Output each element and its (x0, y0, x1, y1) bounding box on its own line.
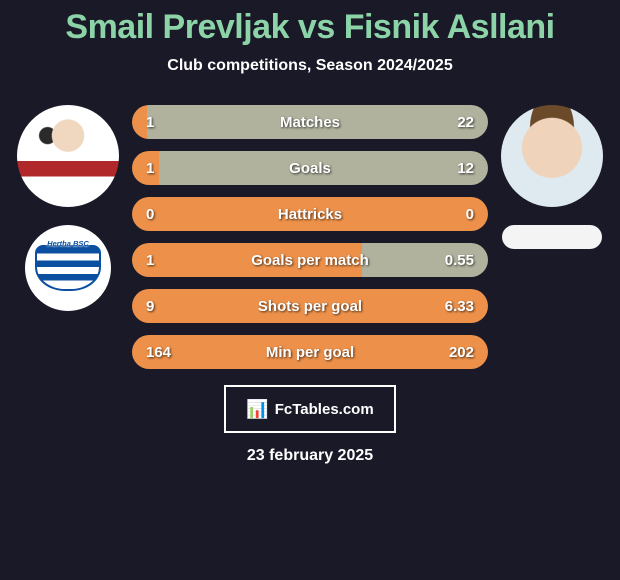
player-right-column (496, 105, 608, 249)
main-row: 1 Matches 22 1 Goals 12 0 Hattricks 0 1 Goals per … (0, 105, 620, 369)
stat-label: Goals per match (251, 252, 369, 269)
date-label: 23 february 2025 (0, 447, 620, 465)
player-left-club-badge (25, 225, 111, 311)
player-right-avatar (501, 105, 603, 207)
chart-icon: 📊 (246, 400, 268, 418)
stat-value-right: 22 (457, 114, 474, 131)
stat-bar-left-fill (132, 105, 147, 139)
stat-value-left: 1 (146, 252, 154, 269)
subtitle: Club competitions, Season 2024/2025 (0, 57, 620, 75)
footer-label: FcTables.com (275, 401, 374, 418)
page-title: Smail Prevljak vs Fisnik Asllani (0, 8, 620, 47)
stat-value-left: 0 (146, 206, 154, 223)
stat-value-right: 0.55 (445, 252, 474, 269)
player-left-column (12, 105, 124, 311)
stat-row: 1 Goals per match 0.55 (132, 243, 488, 277)
stat-label: Min per goal (266, 344, 354, 361)
player-left-avatar (17, 105, 119, 207)
stat-row: 0 Hattricks 0 (132, 197, 488, 231)
stat-value-left: 1 (146, 114, 154, 131)
stat-value-right: 202 (449, 344, 474, 361)
stat-row: 9 Shots per goal 6.33 (132, 289, 488, 323)
stat-value-right: 6.33 (445, 298, 474, 315)
comparison-card: Smail Prevljak vs Fisnik Asllani Club co… (0, 0, 620, 465)
stat-value-right: 0 (466, 206, 474, 223)
stat-row: 1 Matches 22 (132, 105, 488, 139)
stat-value-left: 9 (146, 298, 154, 315)
stats-column: 1 Matches 22 1 Goals 12 0 Hattricks 0 1 Goals per … (132, 105, 488, 369)
stat-label: Shots per goal (258, 298, 362, 315)
stat-row: 1 Goals 12 (132, 151, 488, 185)
stat-label: Goals (289, 160, 331, 177)
stat-value-left: 164 (146, 344, 171, 361)
footer-badge: 📊 FcTables.com (224, 385, 396, 433)
stat-label: Hattricks (278, 206, 342, 223)
stat-value-right: 12 (457, 160, 474, 177)
player-right-club-pill (502, 225, 602, 249)
stat-value-left: 1 (146, 160, 154, 177)
stat-label: Matches (280, 114, 340, 131)
stat-row: 164 Min per goal 202 (132, 335, 488, 369)
